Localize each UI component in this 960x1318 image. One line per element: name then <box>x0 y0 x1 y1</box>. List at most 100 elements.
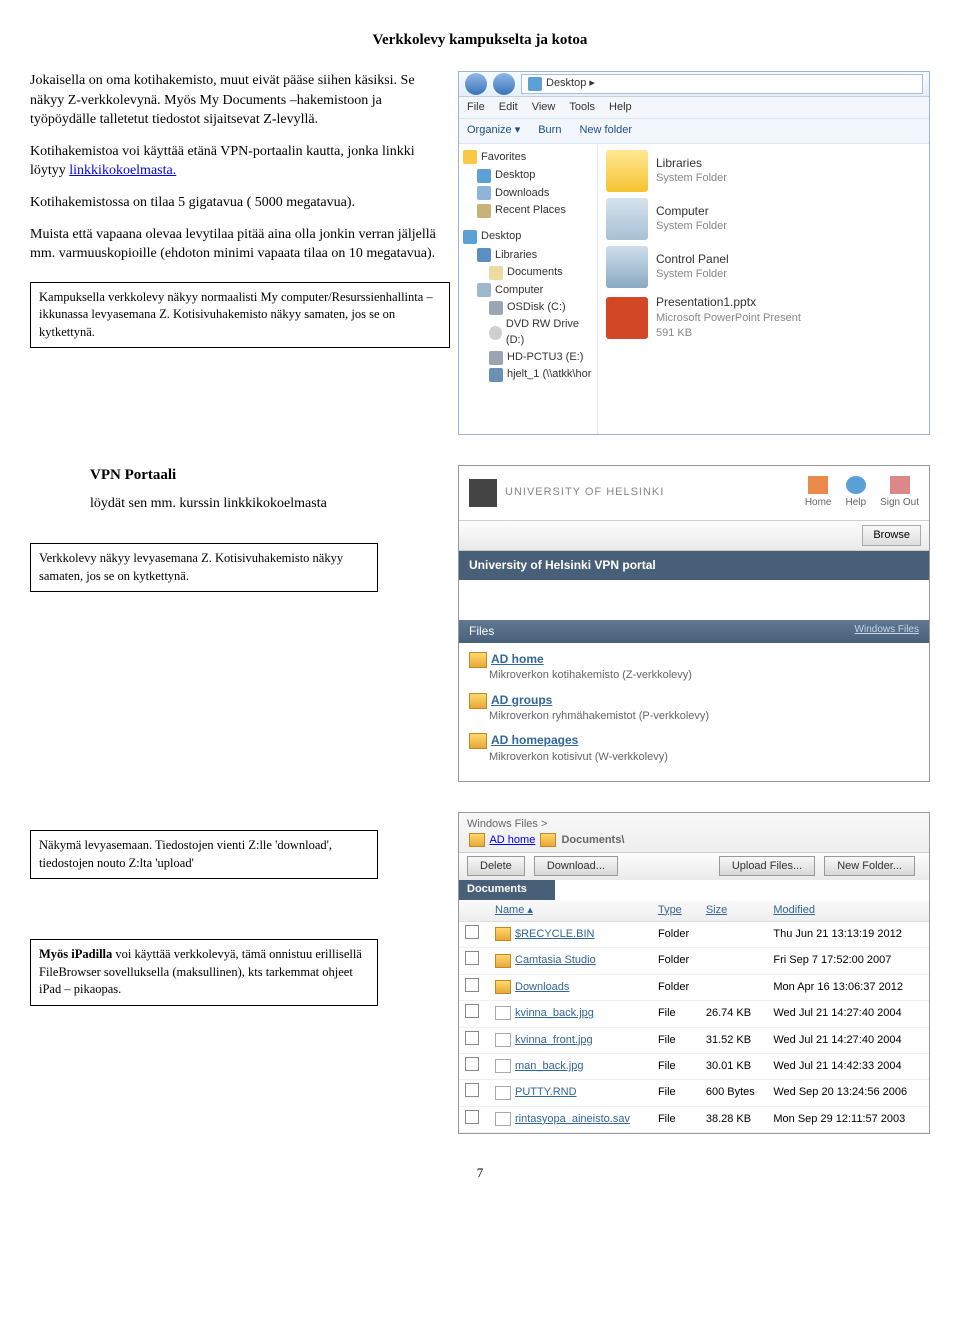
help-button[interactable]: Help <box>846 476 867 510</box>
folder-icon <box>495 927 511 941</box>
vpn-left: VPN Portaali löydät sen mm. kurssin link… <box>30 465 450 782</box>
item-controlpanel[interactable]: Control PanelSystem Folder <box>606 246 921 288</box>
table-row[interactable]: Downloads FolderMon Apr 16 13:06:37 2012 <box>459 974 929 1000</box>
vpn-item-desc: Mikroverkon kotisivut (W-verkkolevy) <box>489 750 919 765</box>
libraries-icon <box>477 248 491 262</box>
files-section: Näkymä levyasemaan. Tiedostojen vienti Z… <box>30 812 930 1134</box>
newfolder-button[interactable]: New folder <box>579 123 632 138</box>
tree-recent[interactable]: Recent Places <box>463 202 593 219</box>
tree-osdisk[interactable]: OSDisk (C:) <box>463 299 593 316</box>
vpn-item-desc: Mikroverkon ryhmähakemistot (P-verkkolev… <box>489 709 919 724</box>
vpn-item-adhome[interactable]: AD homeMikroverkon kotihakemisto (Z-verk… <box>469 651 919 684</box>
burn-button[interactable]: Burn <box>538 123 561 138</box>
vpn-title-bar: University of Helsinki VPN portal <box>459 551 929 580</box>
menu-help[interactable]: Help <box>609 100 632 115</box>
vpn-item-title: AD groups <box>491 693 552 707</box>
uh-logo-icon <box>469 479 497 507</box>
desktop-icon <box>528 77 542 91</box>
tree-libraries[interactable]: Libraries <box>463 247 593 264</box>
org-name: UNIVERSITY OF HELSINKI <box>505 485 664 500</box>
item-title: Libraries <box>656 155 727 172</box>
explorer-body: Favorites Desktop Downloads Recent Place… <box>459 144 929 434</box>
favorites-title: Favorites <box>481 150 526 165</box>
address-bar[interactable]: Desktop ▸ <box>521 74 923 94</box>
tree-documents[interactable]: Documents <box>463 264 593 281</box>
tree-label: hjelt_1 (\\atkk\hor <box>507 367 591 382</box>
table-row[interactable]: PUTTY.RND File600 BytesWed Sep 20 13:24:… <box>459 1080 929 1106</box>
vpn-top: UNIVERSITY OF HELSINKI Home Help Sign Ou… <box>459 466 929 521</box>
file-icon <box>495 1086 511 1100</box>
intro-p1: Jokaisella on oma kotihakemisto, muut ei… <box>30 71 450 130</box>
organize-button[interactable]: Organize ▾ <box>467 123 520 138</box>
table-row[interactable]: man_back.jpg File30.01 KBWed Jul 21 14:4… <box>459 1054 929 1080</box>
item-libraries[interactable]: LibrariesSystem Folder <box>606 150 921 192</box>
row-checkbox[interactable] <box>465 1110 479 1124</box>
col-type[interactable]: Type <box>652 900 700 922</box>
menu-edit[interactable]: Edit <box>499 100 518 115</box>
row-checkbox[interactable] <box>465 1004 479 1018</box>
ipad-text: Myös iPadilla voi käyttää verkkolevyä, t… <box>39 947 362 996</box>
controlpanel-icon <box>606 246 648 288</box>
folder-icon <box>606 150 648 192</box>
menu-view[interactable]: View <box>532 100 556 115</box>
row-checkbox[interactable] <box>465 1031 479 1045</box>
row-checkbox[interactable] <box>465 1057 479 1071</box>
row-checkbox[interactable] <box>465 925 479 939</box>
help-icon <box>846 476 866 494</box>
tree-label: OSDisk (C:) <box>507 300 566 315</box>
row-checkbox[interactable] <box>465 978 479 992</box>
tree-downloads[interactable]: Downloads <box>463 185 593 202</box>
table-row[interactable]: $RECYCLE.BIN FolderThu Jun 21 13:13:19 2… <box>459 922 929 948</box>
item-sub: System Folder <box>656 219 727 234</box>
row-checkbox[interactable] <box>465 1083 479 1097</box>
menu-tools[interactable]: Tools <box>569 100 595 115</box>
callout-ipad: Myös iPadilla voi käyttää verkkolevyä, t… <box>30 939 378 1006</box>
item-presentation[interactable]: Presentation1.pptxMicrosoft PowerPoint P… <box>606 294 921 342</box>
tree-computer[interactable]: Computer <box>463 282 593 299</box>
delete-button[interactable]: Delete <box>467 856 525 876</box>
col-size[interactable]: Size <box>700 900 768 922</box>
home-button[interactable]: Home <box>805 476 832 510</box>
signout-button[interactable]: Sign Out <box>880 476 919 510</box>
bc-prefix: Windows Files > <box>467 818 547 830</box>
tree-dvd[interactable]: DVD RW Drive (D:) <box>463 316 593 349</box>
bc-adhome-link[interactable]: AD home <box>489 834 535 846</box>
tree-label: Downloads <box>495 186 549 201</box>
item-title: Control Panel <box>656 251 729 268</box>
upload-button[interactable]: Upload Files... <box>719 856 815 876</box>
nav-forward-button[interactable] <box>493 73 515 95</box>
intro-p3: Kotihakemistossa on tilaa 5 gigatavua ( … <box>30 193 450 213</box>
windows-files-link[interactable]: Windows Files <box>855 623 919 640</box>
intro-p4: Muista että vapaana olevaa levytilaa pit… <box>30 225 450 264</box>
table-row[interactable]: kvinna_front.jpg File31.52 KBWed Jul 21 … <box>459 1027 929 1053</box>
menu-file[interactable]: File <box>467 100 485 115</box>
table-row[interactable]: rintasyopa_aineisto.sav File38.28 KBMon … <box>459 1106 929 1132</box>
file-icon <box>495 1033 511 1047</box>
vpn-item-title: AD homepages <box>491 733 578 747</box>
nav-back-button[interactable] <box>465 73 487 95</box>
folder-icon <box>495 954 511 968</box>
col-name[interactable]: Name ▴ <box>489 900 652 922</box>
download-button[interactable]: Download... <box>534 856 618 876</box>
tree-desktop[interactable]: Desktop <box>463 167 593 184</box>
table-row[interactable]: Camtasia Studio FolderFri Sep 7 17:52:00… <box>459 948 929 974</box>
dvd-icon <box>489 326 502 340</box>
vpn-item-adhomepages[interactable]: AD homepages Mikroverkon kotisivut (W-ver… <box>469 732 919 765</box>
row-checkbox[interactable] <box>465 951 479 965</box>
icon-label: Sign Out <box>880 497 919 508</box>
browse-button[interactable]: Browse <box>862 525 921 546</box>
newfolder-button[interactable]: New Folder... <box>824 856 915 876</box>
table-row[interactable]: kvinna_back.jpg File26.74 KBWed Jul 21 1… <box>459 1001 929 1027</box>
tree-label: Recent Places <box>495 203 566 218</box>
link-collection-link[interactable]: linkkikokoelmasta. <box>69 163 176 178</box>
folder-icon <box>469 833 485 847</box>
item-computer[interactable]: ComputerSystem Folder <box>606 198 921 240</box>
tree-hdpctu3[interactable]: HD-PCTU3 (E:) <box>463 349 593 366</box>
tree-netdrive[interactable]: hjelt_1 (\\atkk\hor <box>463 366 593 383</box>
vpn-item-adgroups[interactable]: AD groups Mikroverkon ryhmähakemistot (P-… <box>469 692 919 725</box>
col-modified[interactable]: Modified <box>767 900 929 922</box>
signout-icon <box>890 476 910 494</box>
tree-label: DVD RW Drive (D:) <box>506 317 593 348</box>
intro-text: Jokaisella on oma kotihakemisto, muut ei… <box>30 71 450 435</box>
file-browser-panel: Windows Files > AD home Documents\ Delet… <box>458 812 930 1134</box>
